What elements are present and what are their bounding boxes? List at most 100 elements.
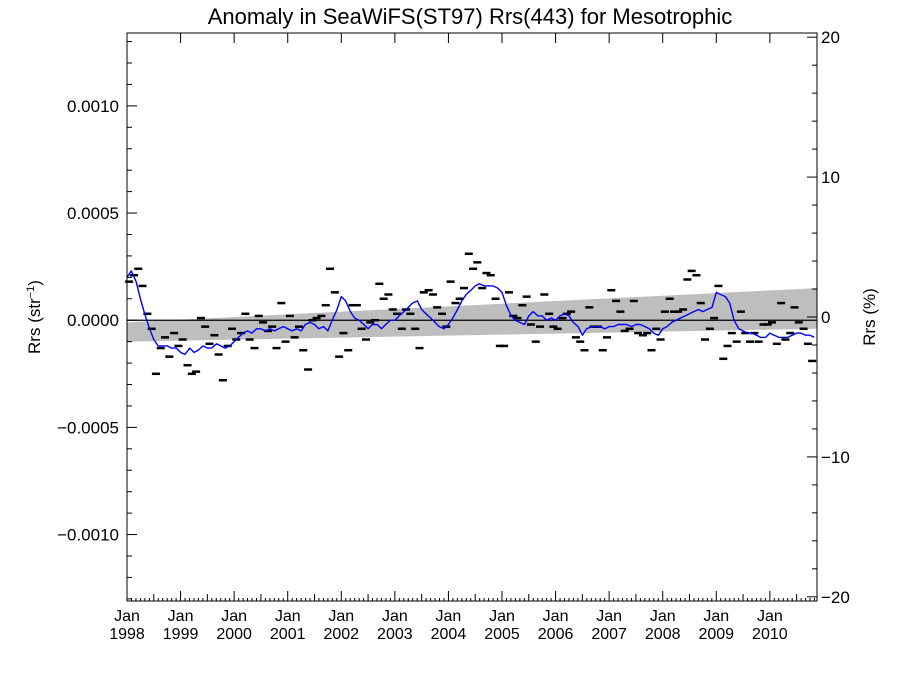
anomaly-point bbox=[210, 333, 219, 337]
anomaly-point bbox=[696, 301, 705, 305]
anomaly-point bbox=[768, 321, 776, 324]
series-line bbox=[126, 270, 815, 356]
x-tick-label-month: Jan bbox=[114, 608, 140, 625]
anomaly-point bbox=[777, 301, 786, 305]
anomaly-point bbox=[424, 288, 433, 292]
anomaly-point bbox=[531, 340, 540, 343]
anomaly-point bbox=[451, 301, 460, 305]
anomaly-point bbox=[218, 378, 227, 382]
anomaly-point bbox=[161, 336, 170, 339]
anomaly-point bbox=[638, 333, 647, 337]
anomaly-point bbox=[326, 267, 335, 271]
anomaly-point bbox=[446, 280, 455, 283]
x-tick-label-year: 2007 bbox=[591, 626, 627, 643]
anomaly-point bbox=[317, 314, 326, 318]
anomaly-point bbox=[375, 282, 384, 286]
x-tick-label-year: 2003 bbox=[377, 626, 413, 643]
anomaly-point bbox=[746, 340, 755, 343]
anomaly-point bbox=[348, 303, 357, 307]
x-tick-label-year: 2005 bbox=[484, 626, 520, 643]
x-tick-label-year: 2000 bbox=[216, 626, 252, 643]
anomaly-point bbox=[419, 291, 428, 294]
anomaly-point bbox=[491, 297, 500, 301]
x-tick-label-month: Jan bbox=[436, 608, 462, 625]
anomaly-point bbox=[616, 310, 625, 313]
anomaly-point bbox=[522, 295, 531, 298]
anomaly-point bbox=[272, 346, 281, 350]
x-tick-label-month: Jan bbox=[757, 608, 783, 625]
anomaly-point bbox=[723, 344, 732, 348]
anomaly-point bbox=[214, 353, 223, 356]
x-tick-label-month: Jan bbox=[382, 608, 408, 625]
anomaly-point bbox=[562, 312, 571, 316]
x-tick-label-year: 1998 bbox=[109, 626, 145, 643]
anomaly-point bbox=[178, 338, 187, 341]
anomaly-point bbox=[692, 273, 701, 277]
anomaly-point bbox=[669, 310, 678, 313]
anomaly-point bbox=[598, 348, 607, 352]
anomaly-point bbox=[406, 312, 415, 316]
anomaly-point bbox=[473, 261, 482, 264]
left-tick-label: 0.0005 bbox=[67, 204, 119, 223]
anomaly-point bbox=[459, 286, 468, 290]
anomaly-point bbox=[607, 288, 616, 292]
anomaly-point bbox=[281, 340, 290, 343]
x-tick-label-month: Jan bbox=[275, 608, 301, 625]
anomaly-point bbox=[277, 301, 286, 305]
anomaly-point bbox=[228, 327, 236, 331]
anomaly-point bbox=[433, 306, 442, 309]
anomaly-point bbox=[714, 284, 723, 288]
x-tick-label-year: 2010 bbox=[752, 626, 788, 643]
anomaly-point bbox=[705, 327, 714, 331]
anomaly-point bbox=[643, 331, 652, 335]
anomaly-point bbox=[794, 321, 803, 324]
anomaly-point bbox=[335, 355, 344, 358]
anomaly-point bbox=[790, 306, 799, 309]
anomaly-point bbox=[339, 331, 348, 335]
anomaly-point bbox=[187, 372, 196, 376]
anomaly-point bbox=[285, 314, 294, 318]
trend-confidence-band bbox=[127, 288, 817, 342]
left-y-axis: 0.0010 0.0005 0.0000 −0.0005 −0.0010 bbox=[57, 41, 137, 600]
anomaly-point bbox=[393, 312, 401, 316]
anomaly-point bbox=[384, 293, 393, 296]
anomaly-point bbox=[701, 338, 710, 341]
anomaly-point bbox=[803, 342, 812, 346]
anomaly-point bbox=[500, 344, 509, 348]
x-tick-label-year: 2004 bbox=[431, 626, 467, 643]
anomaly-point bbox=[268, 325, 277, 328]
right-y-axis: 20 10 0 −10 −20 bbox=[807, 28, 850, 607]
anomaly-point bbox=[656, 338, 665, 341]
left-y-axis-label: Rrs (str−1) bbox=[25, 280, 44, 354]
x-tick-label-month: Jan bbox=[328, 608, 354, 625]
x-tick-label-year: 2002 bbox=[323, 626, 359, 643]
anomaly-point bbox=[388, 308, 397, 311]
x-tick-label-year: 2001 bbox=[270, 626, 306, 643]
anomaly-point bbox=[428, 293, 437, 296]
right-tick-label: 0 bbox=[821, 308, 830, 327]
anomaly-point bbox=[192, 370, 201, 373]
anomaly-point bbox=[665, 297, 674, 301]
anomaly-point bbox=[513, 316, 522, 320]
anomaly-point bbox=[371, 318, 380, 322]
anomaly-point bbox=[741, 331, 750, 335]
right-tick-label: −20 bbox=[821, 588, 850, 607]
anomaly-point bbox=[486, 273, 495, 277]
anomaly-point bbox=[147, 327, 156, 331]
monthly-anomaly-points bbox=[125, 252, 817, 382]
anomaly-point bbox=[660, 310, 669, 313]
anomaly-point bbox=[571, 336, 580, 339]
anomaly-point bbox=[357, 327, 366, 331]
x-tick-label-month: Jan bbox=[543, 608, 569, 625]
anomaly-point bbox=[464, 252, 473, 256]
anomaly-point bbox=[772, 342, 781, 346]
x-tick-label-month: Jan bbox=[489, 608, 515, 625]
anomaly-point bbox=[567, 310, 576, 313]
anomaly-point bbox=[223, 344, 232, 348]
anomaly-point bbox=[750, 331, 759, 335]
left-y-axis-label-superscript: −1 bbox=[25, 286, 37, 299]
anomaly-point bbox=[576, 340, 585, 343]
right-tick-label: 20 bbox=[821, 28, 840, 47]
left-tick-label: 0.0000 bbox=[67, 311, 119, 330]
